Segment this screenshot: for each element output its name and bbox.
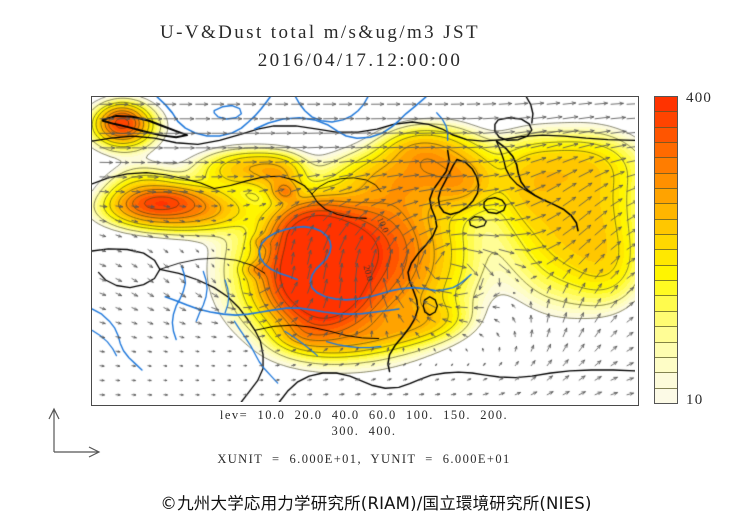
- dust-concentration-map: [92, 97, 635, 402]
- colorbar-band: [655, 143, 677, 159]
- figure-title-block: U-V&Dust total m/s&ug/m3 JST 2016/04/17.…: [0, 22, 640, 72]
- colorbar-band: [655, 311, 677, 328]
- figure-title: U-V&Dust total m/s&ug/m3 JST: [159, 22, 481, 43]
- colorbar-band: [655, 235, 677, 251]
- colorbar-band: [655, 265, 677, 282]
- colorbar-band: [655, 112, 677, 128]
- colorbar-band: [655, 373, 677, 389]
- colorbar-band: [655, 204, 677, 220]
- map-plot-area[interactable]: [91, 96, 639, 406]
- colorbar-band: [655, 127, 677, 144]
- colorbar-band: [655, 327, 677, 343]
- reference-vector-axes-icon: [48, 407, 101, 458]
- colorbar-band: [655, 97, 677, 113]
- colorbar-min-label: 10: [686, 392, 704, 408]
- colorbar-band: [655, 342, 677, 358]
- colorbar-band: [655, 281, 677, 297]
- colorbar-band: [655, 158, 677, 174]
- figure-datetime: 2016/04/17.12:00:00: [257, 50, 463, 71]
- colorbar-max-label: 400: [686, 90, 713, 106]
- colorbar-band: [655, 388, 677, 403]
- colorbar-band: [655, 296, 677, 312]
- contour-levels-line2: 300. 400.: [331, 424, 397, 438]
- colorbar-band: [655, 189, 677, 205]
- colorbar-band: [655, 357, 677, 374]
- axis-unit-label: XUNIT = 6.000E+01, YUNIT = 6.000E+01: [217, 452, 511, 466]
- colorbar: [654, 96, 678, 404]
- colorbar-band: [655, 250, 677, 266]
- colorbar-band: [655, 173, 677, 190]
- copyright-credit: ©九州大学応用力学研究所(RIAM)/国立環境研究所(NIES): [160, 494, 592, 513]
- colorbar-band: [655, 219, 677, 236]
- contour-levels-line1: lev= 10.0 20.0 40.0 60.0 100. 150. 200.: [219, 408, 509, 422]
